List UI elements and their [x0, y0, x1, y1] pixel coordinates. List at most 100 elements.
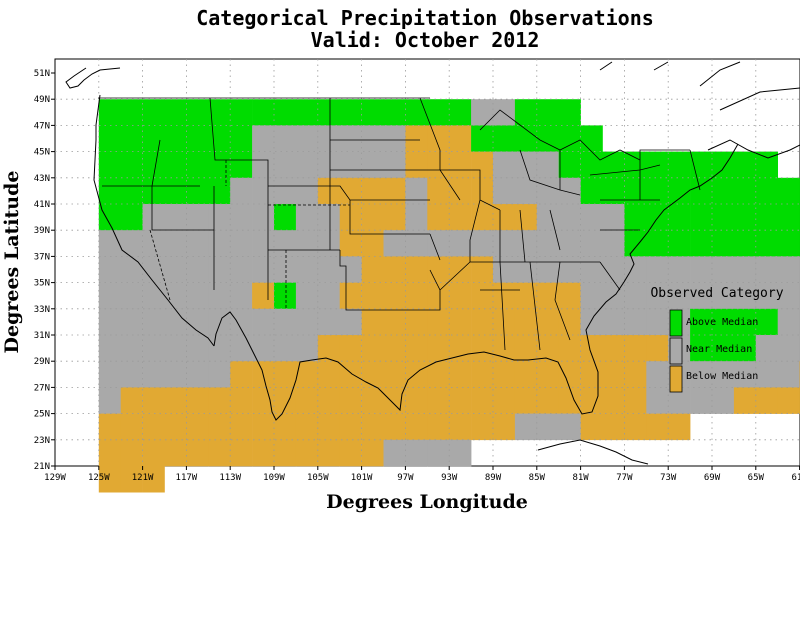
category-cell [405, 125, 428, 152]
category-cell [646, 413, 669, 441]
category-cell [186, 204, 209, 231]
category-cell [252, 387, 275, 414]
category-cell [252, 99, 275, 126]
category-cell [339, 335, 362, 362]
category-cell [208, 230, 231, 257]
category-cell [120, 361, 143, 388]
category-cell [493, 413, 516, 441]
category-cell [449, 204, 472, 231]
category-cell [142, 177, 165, 205]
category-cell [142, 387, 165, 414]
x-tick-label: 129W [44, 473, 66, 483]
category-cell [186, 151, 209, 179]
category-cell [383, 151, 406, 179]
category-cell [471, 204, 494, 231]
category-cell [493, 125, 516, 152]
legend-label-above: Above Median [686, 317, 758, 328]
y-tick-label: 21N [34, 462, 50, 472]
category-cell [383, 335, 406, 362]
category-cell [690, 256, 713, 283]
category-cell [712, 335, 735, 362]
category-cell [317, 387, 340, 414]
category-cell [405, 413, 428, 441]
category-cell [712, 151, 735, 179]
category-cell [405, 282, 428, 310]
category-cell [361, 151, 384, 179]
category-cell [493, 151, 516, 179]
chart-title: Categorical Precipitation Observations [196, 6, 654, 30]
category-cell [755, 282, 778, 310]
category-cell [186, 413, 209, 441]
category-cell [405, 204, 428, 231]
category-cell [558, 177, 581, 205]
category-cell [668, 282, 691, 310]
category-cell [755, 204, 778, 231]
category-cell [777, 256, 800, 283]
category-cell [536, 99, 559, 126]
category-cell [230, 99, 253, 126]
category-cell [558, 204, 581, 231]
category-cell [427, 387, 450, 414]
category-cell [274, 204, 297, 231]
category-cell [274, 387, 297, 414]
x-tick-label: 65W [748, 473, 765, 483]
y-tick-label: 45N [34, 148, 50, 158]
category-cell [98, 256, 121, 283]
category-cell [602, 413, 625, 441]
category-cell [558, 361, 581, 388]
category-cell [646, 335, 669, 362]
category-cell [317, 230, 340, 257]
category-cell [383, 439, 406, 467]
category-cell [777, 177, 800, 205]
y-tick-label: 49N [34, 95, 50, 105]
category-cell [98, 466, 121, 493]
category-cell [405, 361, 428, 388]
category-cell [471, 282, 494, 310]
category-cell [405, 308, 428, 336]
category-cell [405, 256, 428, 283]
category-cell [427, 177, 450, 205]
category-cell [98, 99, 121, 126]
category-cell [514, 387, 538, 414]
category-cell [230, 413, 253, 441]
category-cell [164, 439, 187, 467]
category-cell [558, 125, 581, 152]
category-cell [580, 125, 603, 152]
category-cell [405, 99, 428, 126]
category-cell [777, 282, 800, 310]
category-cell [98, 387, 121, 414]
category-cell [317, 439, 340, 467]
category-cell [252, 413, 275, 441]
category-cell [712, 177, 735, 205]
category-cell [427, 335, 450, 362]
category-cell [164, 151, 187, 179]
category-cell [230, 308, 253, 336]
category-cell [624, 387, 647, 414]
category-cell [383, 125, 406, 152]
category-cell [274, 308, 297, 336]
category-cell [317, 125, 340, 152]
category-cell [295, 99, 319, 126]
y-tick-label: 35N [34, 279, 50, 289]
category-cell [142, 439, 165, 467]
x-tick-label: 117W [176, 473, 198, 483]
category-cell [295, 282, 319, 310]
x-tick-label: 85W [529, 473, 546, 483]
category-cell [339, 230, 362, 257]
category-cell [536, 125, 559, 152]
category-cell [120, 151, 143, 179]
category-cell [230, 177, 253, 205]
category-cell [471, 230, 494, 257]
category-cell [361, 125, 384, 152]
category-cell [208, 177, 231, 205]
category-cell [317, 413, 340, 441]
y-tick-label: 25N [34, 410, 50, 420]
category-cell [602, 151, 625, 179]
category-cell [427, 413, 450, 441]
category-cell [208, 125, 231, 152]
category-cell [690, 204, 713, 231]
x-tick-label: 81W [572, 473, 589, 483]
category-cell [208, 282, 231, 310]
category-cell [98, 177, 121, 205]
category-cell [536, 151, 559, 179]
